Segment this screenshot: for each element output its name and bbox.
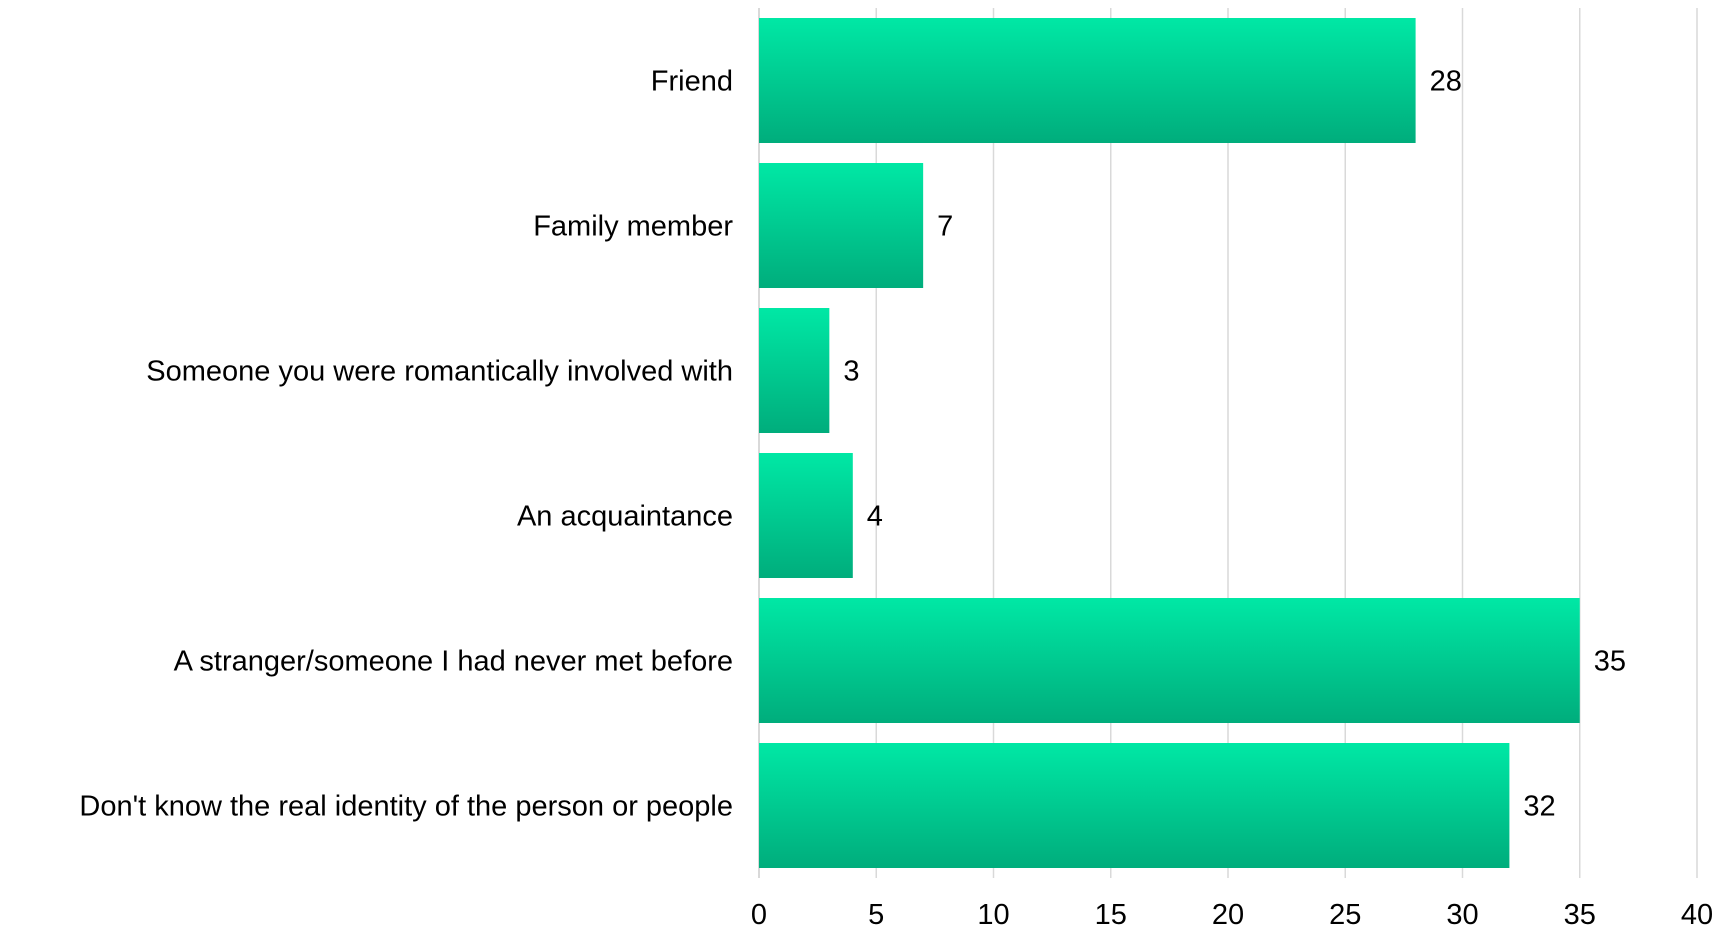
x-tick-label-10: 10	[977, 899, 1009, 931]
bar-5	[759, 743, 1510, 868]
category-label-0: Friend	[651, 66, 733, 98]
x-axis-tick-labels: 0 5 10 15 20 25 30 35 40	[751, 899, 1713, 931]
x-tick-label-15: 15	[1095, 899, 1127, 931]
value-label-5: 32	[1523, 791, 1555, 823]
x-tick-label-5: 5	[868, 899, 884, 931]
bar-3	[759, 453, 853, 578]
value-label-4: 35	[1594, 646, 1626, 678]
value-labels: 28 7 3 4 35 32	[843, 66, 1626, 823]
category-label-5: Don't know the real identity of the pers…	[79, 791, 733, 823]
x-tick-label-40: 40	[1681, 899, 1713, 931]
value-label-3: 4	[867, 501, 883, 533]
x-tick-label-20: 20	[1212, 899, 1244, 931]
x-tick-label-30: 30	[1446, 899, 1478, 931]
category-label-2: Someone you were romantically involved w…	[146, 356, 733, 388]
bar-1	[759, 163, 924, 288]
x-tick-label-0: 0	[751, 899, 767, 931]
bars	[759, 18, 1580, 868]
value-label-0: 28	[1430, 66, 1462, 98]
category-labels: Friend Family member Someone you were roma…	[79, 66, 733, 823]
gridlines	[758, 8, 1698, 878]
bar-2	[759, 308, 830, 433]
x-tick-label-25: 25	[1329, 899, 1361, 931]
category-label-3: An acquaintance	[517, 501, 733, 533]
value-label-1: 7	[937, 211, 953, 243]
bar-4	[759, 598, 1580, 723]
bar-0	[759, 18, 1416, 143]
x-tick-label-35: 35	[1564, 899, 1596, 931]
value-label-2: 3	[843, 356, 859, 388]
category-label-4: A stranger/someone I had never met befor…	[174, 646, 733, 678]
category-label-1: Family member	[533, 211, 733, 243]
